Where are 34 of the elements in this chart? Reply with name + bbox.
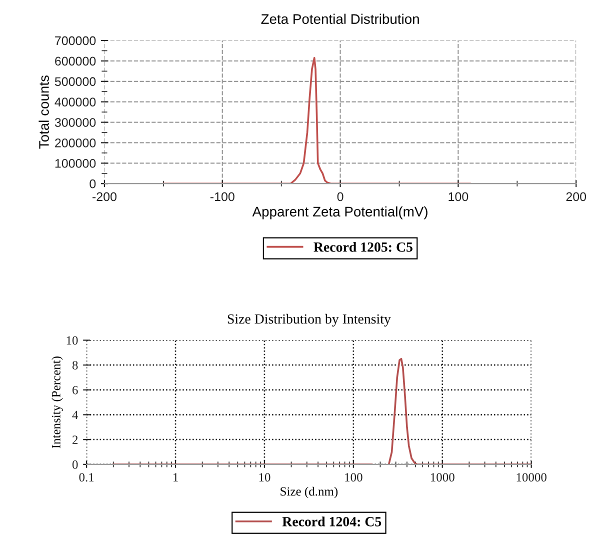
y-tick-label: 300000 (54, 118, 96, 127)
y-tick-label: 4 (72, 410, 78, 420)
y-tick-label: 2 (72, 436, 78, 444)
y-tick-label: 400000 (54, 98, 96, 106)
y-tick-label: 0 (90, 179, 96, 188)
y-tick-label: 600000 (55, 56, 96, 66)
x-tick-label: 1000 (430, 473, 454, 482)
y-tick-label: 0 (72, 460, 78, 469)
x-tick-label: 200 (566, 192, 586, 202)
x-tick-label: 100 (448, 192, 468, 202)
y-tick-label: 100000 (55, 158, 96, 168)
y-tick-label: 6 (72, 386, 78, 394)
x-axis-title: Apparent Zeta Potential(mV) (252, 206, 428, 220)
y-tick-label: 200000 (55, 138, 96, 148)
y-axis-title: Intensity (Percent) (52, 356, 63, 448)
x-tick-label: 10000 (516, 473, 546, 482)
x-tick-label: 0 (337, 192, 344, 202)
line-series (162, 56, 471, 184)
legend-label: Record 1205: C5 (314, 242, 412, 252)
x-tick-label: 0.1 (79, 473, 94, 482)
legend-label: Record 1204: C5 (282, 516, 382, 526)
y-tick-label: 700000 (55, 36, 96, 46)
y-axis-title: Total counts (38, 75, 49, 149)
y-tick-label: 10 (66, 336, 78, 345)
y-tick-label: 500000 (54, 77, 96, 86)
x-axis-title: Size (d.nm) (280, 486, 338, 498)
x-tick-label: 100 (345, 473, 362, 482)
chart-title: Zeta Potential Distribution (261, 14, 419, 24)
x-tick-label: -200 (92, 192, 116, 202)
x-tick-label: 10 (259, 473, 270, 482)
chart-title: Size Distribution by Intensity (228, 314, 391, 327)
x-tick-label: 1 (173, 473, 178, 482)
x-tick-label: -100 (210, 192, 234, 202)
y-tick-label: 8 (72, 361, 78, 370)
